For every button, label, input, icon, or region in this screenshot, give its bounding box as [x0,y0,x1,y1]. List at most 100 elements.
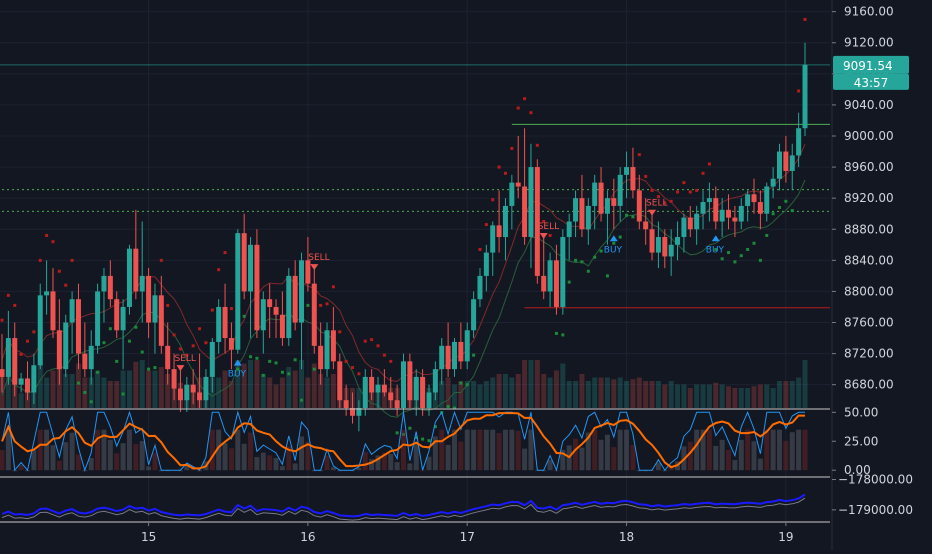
volume-bar [63,374,69,408]
volume-bar [458,381,464,408]
indicator-histogram-bar [802,429,808,471]
candle-body [209,341,215,377]
volume-bar [681,384,687,408]
volume-bar [330,374,336,408]
sar-dot [599,249,603,253]
volume-bar [139,360,145,408]
indicator-histogram-bar [490,429,496,471]
candle-body [120,306,126,331]
candle-body [573,198,579,222]
indicator-histogram-bar [152,452,158,471]
sar-dot [32,330,36,334]
indicator-histogram-bar [655,462,661,471]
volume-bar [248,360,254,408]
volume-bar [643,381,649,408]
volume-bar [515,374,521,408]
candle-body [802,64,808,129]
indicator-histogram-bar [624,429,630,471]
sell-signal-label: SELL [538,222,559,232]
indicator-histogram-bar [299,436,305,471]
indicator-histogram-bar [789,432,795,471]
sar-dot [287,372,291,376]
sar-dot [554,331,558,335]
volume-bar [719,384,725,408]
volume-bar [451,384,457,408]
sar-dot [89,400,93,404]
sar-dot [516,106,520,110]
sar-dot [312,367,316,371]
indicator-histogram-bar [324,455,330,471]
volume-bar [5,368,11,408]
volume-bar [726,386,732,408]
sar-dot [121,392,125,396]
indicator-histogram-bar [738,439,744,471]
last-price-label: 9091.54 [843,59,893,73]
candle-body [375,384,381,393]
sar-dot [771,212,775,216]
candle-body [69,299,75,323]
buy-signal-label: BUY [604,245,623,255]
oscillator-line [1,493,806,518]
indicator-histogram-bar [451,429,457,471]
sar-dot [523,97,527,101]
candle-body [624,167,630,175]
candle-body [643,221,649,230]
sar-dot [198,327,202,331]
candle-body [228,338,234,350]
volume-bar [477,384,483,408]
candle-body [318,345,324,370]
sar-dot [491,198,495,202]
sar-dot [752,241,756,245]
volume-bar [770,388,776,408]
volume-bar [267,377,273,408]
sar-dot [739,254,743,258]
candle-body [585,205,591,230]
candle-body [254,244,260,331]
volume-bar [496,374,502,408]
indicator-histogram-bar [611,447,617,471]
volume-bar [483,381,489,408]
candle-body [515,182,521,187]
indicator-histogram-bar [0,449,5,471]
sar-dot [733,260,737,264]
indicator-histogram-bar [330,467,336,471]
candle-body [496,225,502,238]
sar-dot [38,258,42,262]
indicator-histogram-bar [483,429,489,471]
sar-dot [102,341,106,345]
volume-bar [209,377,215,408]
candle-body [171,369,177,389]
price-tick-label: 8840.00 [844,253,894,267]
candle-body [592,182,598,206]
indicator-histogram-bar [534,470,540,472]
candle-body [5,338,11,377]
candle-body [216,306,222,342]
time-tick-label: 19 [778,530,793,544]
indicator-histogram-bar [146,466,152,471]
indicator-histogram-bar [464,429,470,471]
sar-dot [497,165,501,169]
sar-dot [586,269,590,273]
sar-dot [548,233,552,237]
sar-dot [688,190,692,194]
indicator-histogram-bar [719,439,725,471]
indicator-histogram-bar [5,429,11,471]
sar-dot [166,303,170,307]
sar-dot [363,339,367,343]
indicator-histogram-bar [369,459,375,471]
volume-bar [254,360,260,408]
candle-body [82,353,88,370]
candle-body [133,248,139,292]
indicator-fast-line [1,410,805,472]
indicator-histogram-bar [694,429,700,471]
sar-dot [669,199,673,203]
buy-arrow-icon [609,235,618,242]
time-tick-label: 17 [460,530,475,544]
sar-dot [45,233,49,237]
candle-body [267,299,273,307]
sar-dot [178,347,182,351]
indicator-histogram-bar [248,432,254,471]
